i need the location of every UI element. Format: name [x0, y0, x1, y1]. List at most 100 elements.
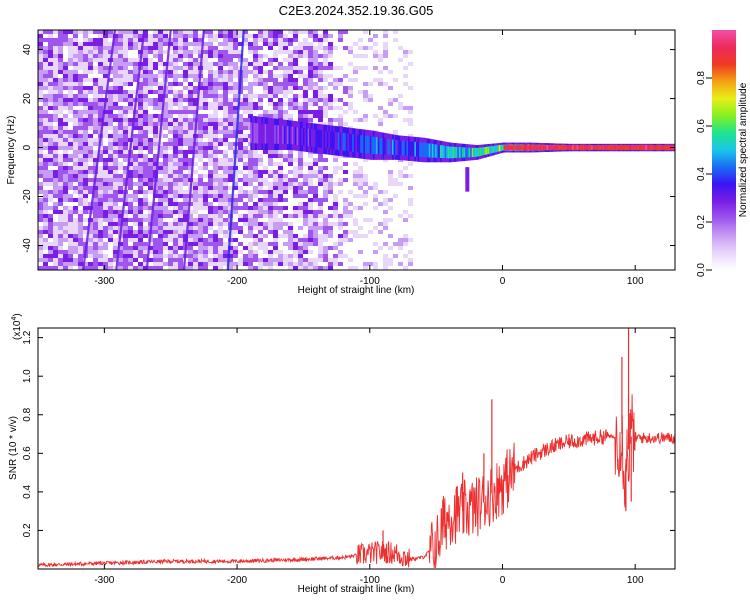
heatmap-cell: [78, 50, 83, 54]
heatmap-cell: [198, 186, 203, 190]
heatmap-cell: [153, 206, 158, 210]
heatmap-cell: [98, 246, 103, 250]
heatmap-cell: [253, 202, 258, 206]
heatmap-cell: [323, 78, 328, 82]
heatmap-cell: [238, 98, 243, 102]
heatmap-cell: [383, 66, 388, 70]
ridge-cell: [457, 147, 460, 158]
heatmap-cell: [218, 150, 223, 154]
heatmap-cell: [223, 90, 228, 94]
heatmap-cell: [223, 58, 228, 62]
heatmap-cell: [173, 154, 178, 158]
heatmap-cell: [363, 266, 368, 270]
ridge-cell: [536, 145, 540, 150]
heatmap-cell: [223, 50, 228, 54]
heatmap-cell: [203, 194, 208, 198]
heatmap-cell: [263, 166, 268, 170]
heatmap-cell: [38, 266, 43, 270]
heatmap-cell: [118, 170, 123, 174]
heatmap-cell: [273, 150, 278, 154]
heatmap-cell: [288, 98, 293, 102]
heatmap-cell: [93, 30, 98, 34]
heatmap-cell: [53, 174, 58, 178]
heatmap-cell: [303, 262, 308, 266]
heatmap-cell: [218, 178, 223, 182]
heatmap-cell: [78, 106, 83, 110]
heatmap-cell: [208, 186, 213, 190]
heatmap-cell: [323, 90, 328, 94]
heatmap-cell: [128, 98, 133, 102]
heatmap-cell: [133, 162, 138, 166]
ridge-cell: [288, 126, 292, 145]
heatmap-cell: [188, 138, 193, 142]
heatmap-cell: [403, 70, 408, 74]
heatmap-cell: [273, 182, 278, 186]
heatmap-cell: [283, 190, 288, 194]
heatmap-cell: [313, 186, 318, 190]
heatmap-cell: [238, 34, 243, 38]
heatmap-cell: [63, 214, 68, 218]
heatmap-cell: [288, 174, 293, 178]
heatmap-cell: [138, 134, 143, 138]
heatmap-cell: [233, 186, 238, 190]
heatmap-cell: [193, 266, 198, 270]
ridge-cell: [259, 123, 263, 144]
heatmap-cell: [148, 146, 153, 150]
heatmap-cell: [163, 66, 168, 70]
heatmap-cell: [163, 162, 168, 166]
heatmap-cell: [88, 266, 93, 270]
heatmap-cell: [303, 102, 308, 106]
heatmap-cell: [78, 266, 83, 270]
heatmap-cell: [163, 258, 168, 262]
heatmap-cell: [283, 30, 288, 34]
heatmap-cell: [98, 182, 103, 186]
heatmap-cell: [323, 54, 328, 58]
heatmap-cell: [58, 174, 63, 178]
heatmap-cell: [203, 114, 208, 118]
heatmap-cell: [228, 102, 233, 106]
heatmap-cell: [223, 234, 228, 238]
ridge-cell: [458, 147, 462, 158]
heatmap-cell: [313, 230, 318, 234]
heatmap-cell: [248, 82, 253, 86]
heatmap-cell: [203, 102, 208, 106]
heatmap-cell: [208, 86, 213, 90]
heatmap-cell: [198, 242, 203, 246]
heatmap-cell: [358, 30, 363, 34]
heatmap-cell: [408, 238, 413, 242]
heatmap-cell: [208, 46, 213, 50]
heatmap-cell: [138, 202, 143, 206]
heatmap-cell: [73, 94, 78, 98]
ridge-cell: [328, 131, 331, 149]
heatmap-cell: [128, 210, 133, 214]
heatmap-cell: [128, 38, 133, 42]
heatmap-cell: [198, 38, 203, 42]
heatmap-cell: [408, 266, 413, 270]
heatmap-cell: [143, 182, 148, 186]
heatmap-cell: [393, 38, 398, 42]
heatmap-cell: [238, 50, 243, 54]
heatmap-cell: [163, 166, 168, 170]
heatmap-cell: [278, 74, 283, 78]
heatmap-cell: [273, 202, 278, 206]
heatmap-cell: [143, 234, 148, 238]
heatmap-cell: [318, 90, 323, 94]
heatmap-cell: [298, 114, 303, 118]
heatmap-cell: [283, 38, 288, 42]
heatmap-cell: [133, 138, 138, 142]
heatmap-cell: [73, 118, 78, 122]
heatmap-cell: [193, 54, 198, 58]
heatmap-cell: [358, 234, 363, 238]
heatmap-cell: [173, 34, 178, 38]
heatmap-cell: [323, 34, 328, 38]
heatmap-cell: [378, 58, 383, 62]
heatmap-cell: [78, 146, 83, 150]
snr-scale-label: (x104): [11, 313, 23, 340]
heatmap-cell: [203, 74, 208, 78]
heatmap-cell: [138, 186, 143, 190]
heatmap-cell: [173, 174, 178, 178]
heatmap-cell: [128, 174, 133, 178]
heatmap-cell: [338, 98, 343, 102]
heatmap-cell: [188, 102, 193, 106]
heatmap-cell: [123, 254, 128, 258]
